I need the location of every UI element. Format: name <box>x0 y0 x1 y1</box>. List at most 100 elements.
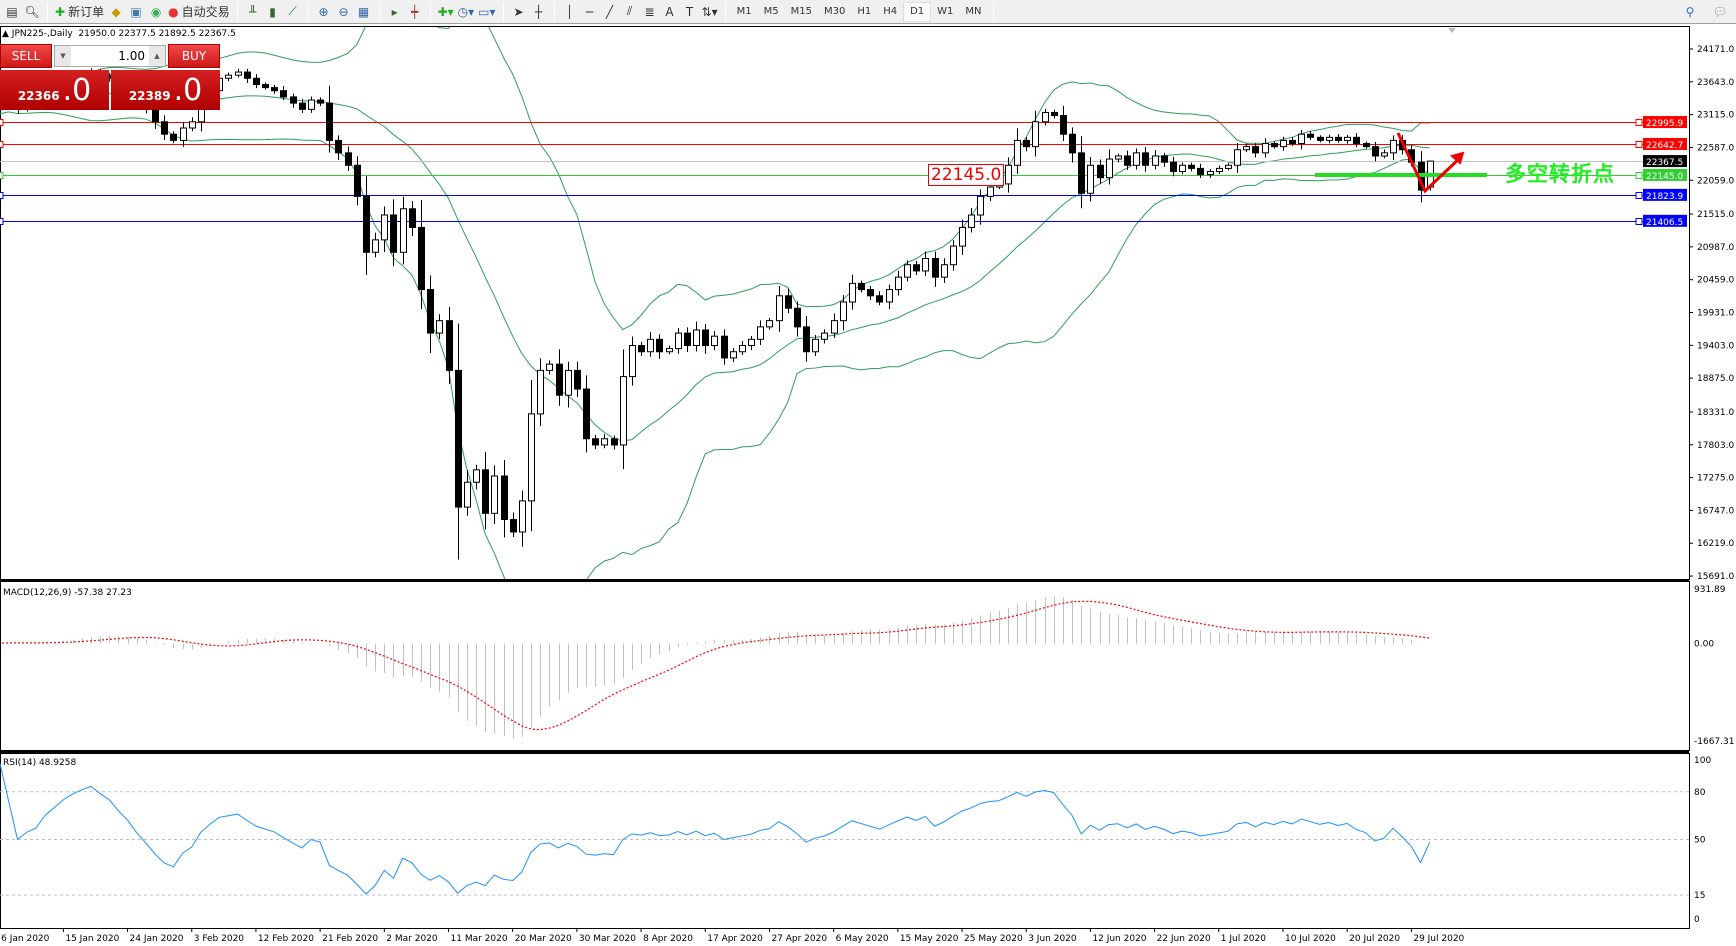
candle-body <box>1197 167 1204 176</box>
rsi-line <box>0 761 1431 895</box>
candle-body <box>1234 149 1241 166</box>
price-tag-label: 21823.9 <box>1646 192 1683 202</box>
lot-decrease-icon[interactable]: ▼ <box>55 46 71 66</box>
candle-body <box>1069 133 1076 154</box>
chat-icon[interactable]: 💬︎ <box>1712 5 1728 19</box>
lot-input[interactable]: 1.00 <box>118 49 145 63</box>
price-tag <box>1643 137 1687 150</box>
new-chart-icon[interactable]: ▤ <box>6 4 18 19</box>
timeframe-d1[interactable]: D1 <box>903 1 932 22</box>
candle-body <box>262 83 269 89</box>
candle-body <box>189 121 196 129</box>
buy-price-button[interactable]: 22389.0 <box>111 70 220 110</box>
candle-body <box>592 438 599 446</box>
trendline-icon[interactable]: ╱ <box>605 4 614 19</box>
metaeditor-icon[interactable]: ◆ <box>111 4 121 19</box>
x-tick-label: 8 Apr 2020 <box>643 934 693 944</box>
collapse-triangle-icon[interactable]: ▲ <box>2 29 12 39</box>
timeframe-h4[interactable]: H4 <box>883 6 898 17</box>
candle-body <box>684 332 691 347</box>
bar-chart-icon[interactable]: ╨ <box>248 4 257 19</box>
buy-button[interactable]: BUY <box>168 44 220 68</box>
indicators-icon[interactable]: ✚▾ <box>437 4 454 19</box>
candlestick-icon[interactable]: ▮ <box>269 4 276 19</box>
rsi-tick-label: 80 <box>1694 788 1706 798</box>
templates-icon[interactable]: ▭▾ <box>478 4 496 19</box>
timeframe-mn[interactable]: MN <box>965 6 982 17</box>
new-order-button[interactable]: ✚ 新订单 <box>53 2 106 22</box>
timeframe-h1[interactable]: H1 <box>857 6 872 17</box>
candle-body <box>556 363 563 396</box>
candle-body <box>1280 139 1287 148</box>
candle-body <box>638 345 645 353</box>
candle-body <box>299 102 306 110</box>
candle-body <box>180 127 187 141</box>
line-handle <box>1635 218 1643 225</box>
arrows-icon[interactable]: ⇅▾ <box>701 4 718 19</box>
zoom-out-icon[interactable]: ⊖ <box>338 4 349 19</box>
candle-body <box>1032 121 1039 148</box>
candle-body <box>1133 152 1140 166</box>
profiles-icon[interactable]: 🔍︎ <box>24 4 40 19</box>
lot-increase-icon[interactable]: ▲ <box>149 46 165 66</box>
signals-icon[interactable]: ◉ <box>150 4 162 19</box>
symbol-label: JPN225-,Daily <box>11 29 73 39</box>
candle-body <box>1207 170 1214 176</box>
tile-windows-icon[interactable]: ▦ <box>357 4 370 19</box>
candle-body <box>565 369 572 396</box>
candle-body <box>1271 143 1278 148</box>
candle-body <box>1307 133 1314 138</box>
horizontal-line-icon[interactable]: ─ <box>585 4 594 19</box>
x-tick-label: 21 Feb 2020 <box>322 934 378 944</box>
auto-trading-button[interactable]: ● 自动交易 <box>166 2 232 22</box>
search-icon[interactable]: ⚲ <box>1685 5 1695 19</box>
candle-body <box>1179 164 1186 172</box>
candle-body <box>840 301 847 322</box>
timeframe-m30[interactable]: M30 <box>823 6 846 17</box>
text-icon[interactable]: A <box>665 4 674 19</box>
candle-body <box>161 121 168 135</box>
annotation-price-label[interactable]: 22145.0 <box>928 164 1005 186</box>
channel-icon[interactable]: ⫽ <box>626 4 633 18</box>
x-tick-label: 17 Apr 2020 <box>707 934 763 944</box>
zoom-in-icon[interactable]: ⊕ <box>318 4 329 19</box>
y-tick-label: 16219.0 <box>1697 539 1734 549</box>
candle-body <box>1124 155 1131 166</box>
timeframe-w1[interactable]: W1 <box>937 6 954 17</box>
sell-price-button[interactable]: 22366.0 <box>0 70 109 110</box>
periods-icon[interactable]: ◷▾ <box>457 4 475 19</box>
candle-body <box>280 90 287 98</box>
x-tick-label: 10 Jul 2020 <box>1285 934 1336 944</box>
sell-button[interactable]: SELL <box>0 44 52 68</box>
candle-body <box>390 214 397 253</box>
candle-body <box>317 99 324 104</box>
annotation-text[interactable]: 多空转折点 <box>1505 162 1615 186</box>
text-label-icon[interactable]: T <box>685 4 694 19</box>
timeframe-m1[interactable]: M1 <box>736 6 752 17</box>
candle-body <box>409 208 416 228</box>
candle-body <box>170 133 177 141</box>
fibonacci-icon[interactable]: ≣ <box>644 4 655 19</box>
candle-body <box>858 282 865 291</box>
auto-scroll-icon[interactable]: ▸ <box>391 4 398 19</box>
candle-body <box>271 87 278 92</box>
candle-body <box>1363 143 1370 148</box>
vertical-line-icon[interactable]: │ <box>565 4 574 19</box>
line-handle <box>0 141 4 148</box>
candle-body <box>693 329 700 347</box>
lot-stepper[interactable]: ▼ 1.00 ▲ <box>54 45 166 67</box>
candle-body <box>1372 146 1379 157</box>
cursor-icon[interactable]: ➤ <box>513 4 524 19</box>
line-chart-icon[interactable]: ⟋ <box>288 4 297 18</box>
chart-shift-icon[interactable]: ┿ <box>410 4 419 19</box>
terminal-icon[interactable]: ▣ <box>130 4 142 19</box>
candle-body <box>821 332 828 340</box>
timeframe-m5[interactable]: M5 <box>763 6 779 17</box>
price-tag <box>1643 116 1687 129</box>
y-tick-label: 22587.0 <box>1697 143 1734 153</box>
candle-body <box>363 195 370 253</box>
crosshair-icon[interactable]: ┼ <box>534 4 543 19</box>
candle-body <box>601 438 608 446</box>
timeframe-m15[interactable]: M15 <box>790 6 812 17</box>
